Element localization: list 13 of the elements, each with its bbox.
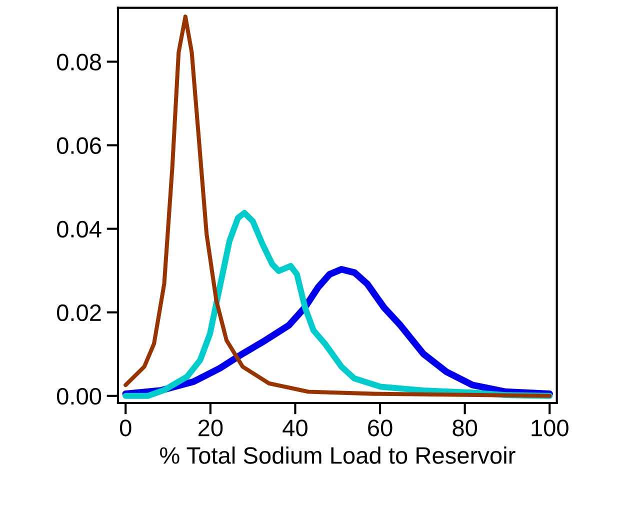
y-tick-label: 0.06 <box>56 137 101 154</box>
y-tick-label: 0.02 <box>56 304 101 322</box>
x-tick-label: 100 <box>532 420 568 436</box>
y-tick-label: 0.04 <box>56 220 102 238</box>
y-tick-label: 0.00 <box>56 388 102 405</box>
y-tick-label: 0.08 <box>56 54 101 70</box>
x-axis-title: % Total Sodium Load to Reservoir <box>160 446 516 464</box>
x-tick-label: 60 <box>368 420 392 436</box>
x-tick-label: 0 <box>120 420 132 436</box>
line-series <box>124 14 552 398</box>
x-tick-label: 80 <box>452 420 478 436</box>
x-tick-label: 20 <box>198 420 223 436</box>
x-tick-label: 40 <box>282 420 308 436</box>
